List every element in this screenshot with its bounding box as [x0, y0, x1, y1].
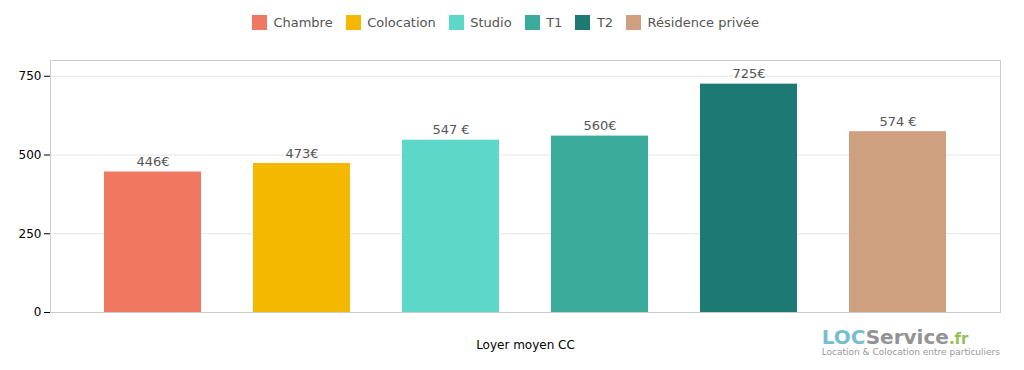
svg-text:250: 250	[19, 227, 42, 241]
svg-text:547 €: 547 €	[432, 122, 469, 137]
html-text:Colocation: Colocation	[367, 15, 436, 30]
html-text:Studio: Studio	[470, 15, 512, 30]
html-text:LOC Service.fr: LOC Service.fr	[821, 325, 969, 350]
html-text:T1: T1	[546, 15, 563, 30]
html-text:Résidence privée: Résidence privée	[647, 15, 760, 30]
html-text:T2: T2	[596, 15, 614, 30]
svg-text:750: 750	[19, 69, 42, 83]
svg-text:473€: 473€	[285, 146, 318, 161]
svg-text:725€: 725€	[732, 66, 765, 81]
svg-text:574 €: 574 €	[879, 114, 916, 129]
svg-text:Loyer moyen CC: Loyer moyen CC	[476, 338, 575, 352]
svg-text:446€: 446€	[136, 154, 169, 169]
html-text:Chambre: Chambre	[273, 15, 333, 30]
svg-text:560€: 560€	[583, 118, 616, 133]
svg-text:500: 500	[19, 148, 42, 162]
html-text:Location & Colocation entre pa: Location & Colocation entre particuliers	[821, 347, 1000, 358]
svg-text:0: 0	[34, 305, 42, 319]
